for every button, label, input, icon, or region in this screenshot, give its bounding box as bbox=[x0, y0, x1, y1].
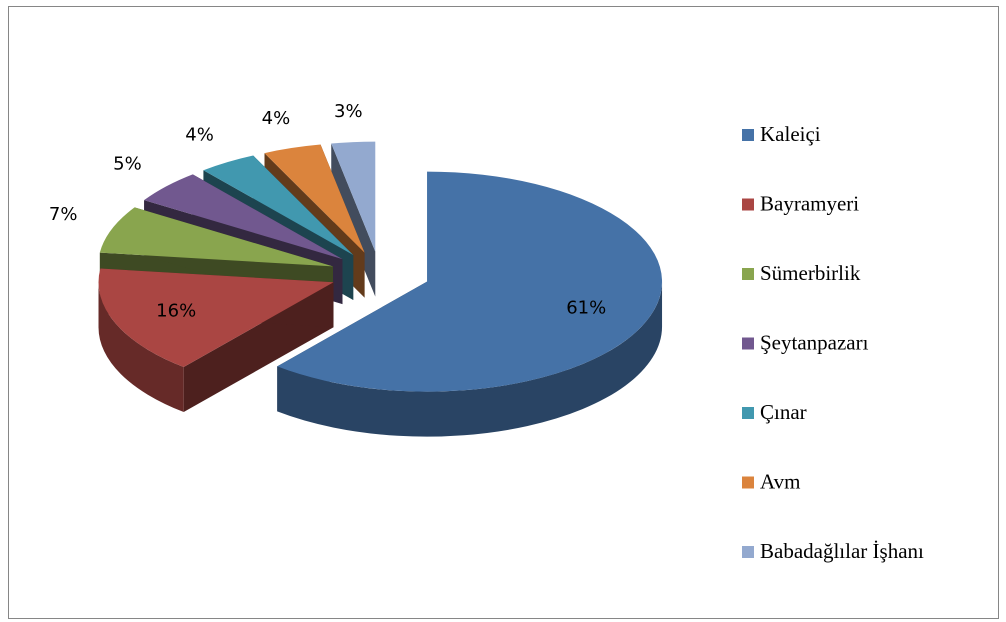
legend-label: Avm bbox=[760, 469, 800, 493]
legend-label: Şeytanpazarı bbox=[760, 330, 869, 354]
data-label: 16% bbox=[156, 300, 196, 321]
legend-label: Babadağlılar İşhanı bbox=[760, 539, 924, 563]
legend-label: Kaleiçi bbox=[760, 122, 821, 146]
legend-label: Bayramyeri bbox=[760, 191, 859, 215]
data-label: 7% bbox=[49, 204, 78, 225]
slice-wall bbox=[277, 281, 663, 437]
legend-swatch bbox=[742, 337, 754, 350]
legend-swatch bbox=[742, 546, 754, 558]
slice bbox=[331, 141, 376, 252]
data-label: 61% bbox=[566, 297, 606, 318]
slice bbox=[98, 268, 334, 368]
slice bbox=[277, 171, 663, 392]
legend-swatch bbox=[742, 407, 754, 419]
data-label: 4% bbox=[262, 108, 291, 129]
data-label: 3% bbox=[334, 101, 363, 122]
legend-label: Sümerbirlik bbox=[760, 261, 861, 285]
legend-swatch bbox=[742, 268, 754, 280]
slice bbox=[264, 144, 365, 253]
pie bbox=[98, 141, 663, 437]
slice bbox=[99, 207, 333, 267]
data-label: 5% bbox=[113, 153, 142, 174]
legend-swatch bbox=[742, 476, 754, 489]
slice bbox=[144, 174, 343, 260]
legend-swatch bbox=[742, 198, 754, 211]
legend-swatch bbox=[742, 129, 754, 141]
legend-label: Çınar bbox=[760, 400, 807, 424]
slice-wall bbox=[98, 282, 184, 413]
data-label: 4% bbox=[185, 125, 214, 146]
slice bbox=[203, 155, 354, 256]
